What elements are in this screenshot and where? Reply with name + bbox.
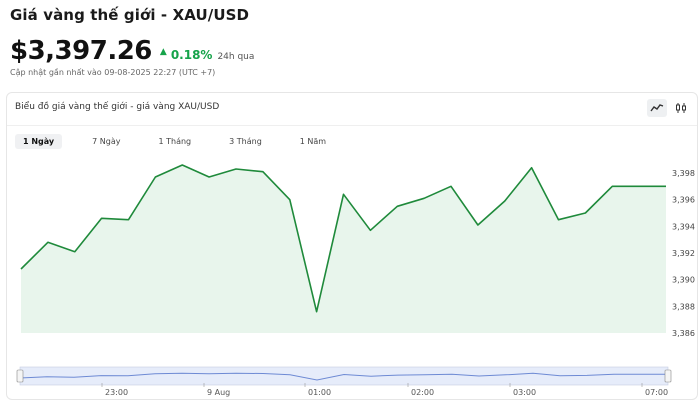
price-change: 0.18% [170,48,213,62]
y-tick-label: 3,394 [672,222,695,231]
current-price: $3,397.26 [10,36,152,66]
navigator-tick-label: 23:00 [105,388,128,397]
navigator-handle-right[interactable] [664,369,672,383]
chart-card: Biểu đồ giá vàng thế giới - giá vàng XAU… [6,92,698,400]
up-arrow-icon: ▲ [159,47,167,57]
navigator-ticks: 23:00 9 Aug 01:00 02:00 03:00 07:00 [101,383,668,397]
tab-3-months[interactable]: 3 Tháng [229,137,262,146]
line-chart-icon[interactable] [647,99,667,117]
chart-view-toggle [647,99,691,117]
navigator-tick-label: 02:00 [411,388,434,397]
navigator-handle-left[interactable] [16,369,24,383]
navigator-tick-label: 9 Aug [207,388,230,397]
tab-1-month[interactable]: 1 Tháng [158,137,192,146]
page-title: Giá vàng thế giới - XAU/USD [10,6,250,24]
y-tick-label: 3,388 [672,302,695,311]
candlestick-icon[interactable] [671,99,691,117]
range-tabs: 1 Ngày 7 Ngày 1 Tháng 3 Tháng 1 Năm [15,134,334,149]
change-period: 24h qua [217,52,255,62]
navigator-tick-label: 07:00 [645,388,668,397]
chart-card-header: Biểu đồ giá vàng thế giới - giá vàng XAU… [7,93,697,126]
y-tick-label: 3,396 [672,196,695,205]
last-updated: Cập nhật gần nhất vào 09-08-2025 22:27 (… [10,68,216,77]
y-tick-label: 3,392 [672,249,695,258]
navigator-line [19,372,668,381]
tab-1-day[interactable]: 1 Ngày [15,134,63,149]
y-tick-label: 3,398 [672,169,695,178]
y-tick-label: 3,390 [672,276,695,285]
price-row: $3,397.26 ▲ 0.18% 24h qua [10,36,254,66]
navigator-tick-label: 01:00 [308,388,331,397]
tab-1-year[interactable]: 1 Năm [299,137,327,146]
price-chart[interactable]: 3,398 3,396 3,394 3,392 3,390 3,388 3,386 23:0… [7,93,698,400]
y-tick-label: 3,386 [672,329,695,338]
navigator-tick-label: 03:00 [513,388,536,397]
price-area [21,165,666,333]
y-axis-ticks: 3,398 3,396 3,394 3,392 3,390 3,388 3,386 [672,169,695,338]
tab-7-days[interactable]: 7 Ngày [92,137,121,146]
navigator[interactable]: 23:00 9 Aug 01:00 02:00 03:00 07:00 [16,366,672,397]
price-line [20,164,666,313]
chart-title: Biểu đồ giá vàng thế giới - giá vàng XAU… [15,102,220,112]
